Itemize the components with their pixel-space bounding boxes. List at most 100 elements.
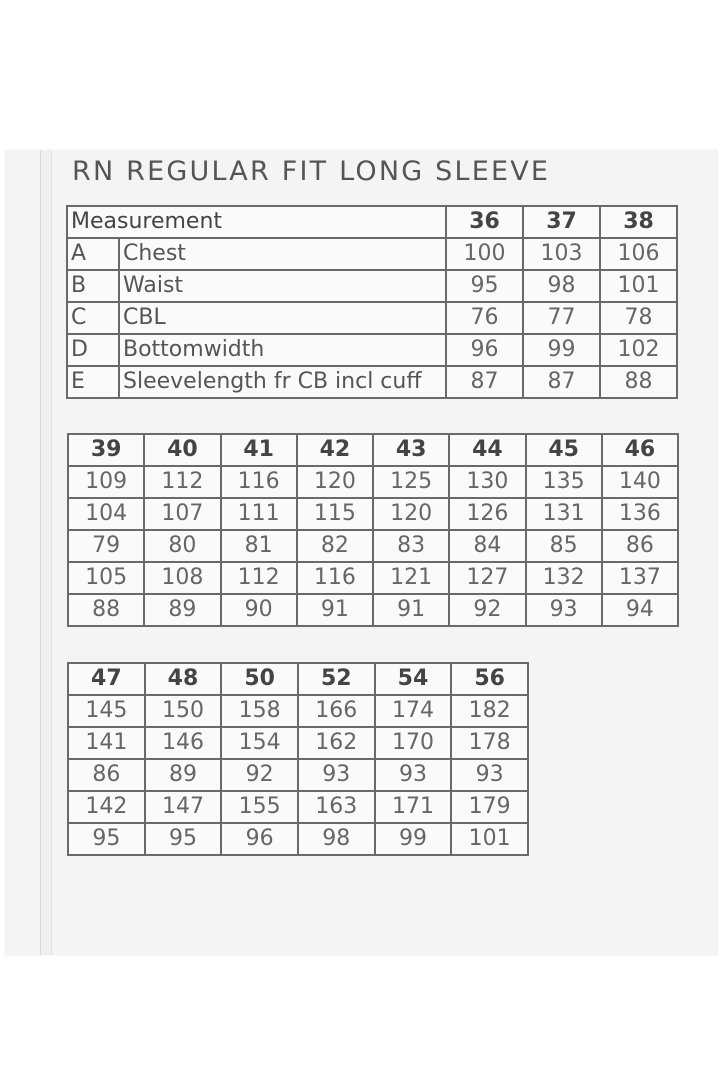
measurement-value: 178 (450, 726, 529, 760)
header-row: Measurement 36 37 38 (66, 205, 678, 239)
measurement-value: 137 (600, 561, 680, 595)
size-header: 46 (600, 433, 680, 467)
size-header: 37 (522, 205, 601, 239)
measurement-value: 76 (445, 301, 524, 335)
measurement-value: 82 (295, 529, 375, 563)
measurement-value: 112 (219, 561, 298, 595)
table-row: 79 80 81 82 83 84 85 86 (66, 529, 680, 563)
measurement-value: 101 (599, 269, 678, 303)
measurement-value: 158 (220, 694, 299, 728)
measurement-value: 89 (143, 758, 223, 792)
measurement-value: 78 (599, 301, 678, 335)
table-row: D Bottomwidth 96 99 102 (66, 333, 678, 367)
measurement-value: 88 (66, 593, 146, 627)
measurement-value: 101 (450, 822, 529, 856)
measurement-value: 79 (66, 529, 146, 563)
measurement-value: 142 (67, 790, 146, 824)
measurement-value: 136 (600, 497, 680, 531)
measurement-value: 93 (296, 758, 376, 792)
measurement-value: 85 (524, 529, 603, 563)
size-header: 56 (450, 662, 529, 696)
measurement-value: 89 (143, 593, 222, 627)
measurement-value: 146 (143, 726, 223, 760)
size-header: 38 (599, 205, 678, 239)
measurement-value: 96 (220, 822, 299, 856)
table-row: A Chest 100 103 106 (66, 237, 678, 271)
size-header: 43 (371, 433, 451, 467)
size-table-36-38: Measurement 36 37 38 A Chest 100 103 106 B Waist 95… (66, 205, 678, 399)
measurement-value: 102 (599, 333, 678, 367)
measurement-label: Waist (118, 269, 447, 303)
header-row: 47 48 50 52 54 56 (67, 662, 529, 696)
measurement-value: 132 (524, 561, 603, 595)
size-header: 45 (524, 433, 603, 467)
size-header: 40 (143, 433, 222, 467)
size-header: 48 (143, 662, 223, 696)
measurement-value: 87 (445, 365, 524, 399)
measurement-label: Chest (118, 237, 447, 271)
measurement-value: 84 (448, 529, 527, 563)
measurement-letter: B (66, 269, 120, 303)
measurement-letter: C (66, 301, 120, 335)
table-row: 88 89 90 91 91 92 93 94 (66, 593, 680, 627)
measurement-value: 140 (600, 465, 680, 499)
measurement-value: 91 (295, 593, 375, 627)
measurement-value: 116 (295, 561, 375, 595)
measurement-value: 95 (67, 822, 146, 856)
table-row: 142 147 155 163 171 179 (67, 790, 529, 824)
measurement-value: 111 (219, 497, 298, 531)
measurement-value: 174 (373, 694, 453, 728)
measurement-value: 99 (522, 333, 601, 367)
measurement-value: 171 (373, 790, 453, 824)
measurement-label: Bottomwidth (118, 333, 447, 367)
measurement-value: 120 (295, 465, 375, 499)
measurement-value: 116 (219, 465, 298, 499)
table-row: 145 150 158 166 174 182 (67, 694, 529, 728)
size-header: 47 (67, 662, 146, 696)
measurement-value: 90 (219, 593, 298, 627)
measurement-value: 93 (373, 758, 453, 792)
measurement-value: 95 (445, 269, 524, 303)
measurement-value: 162 (296, 726, 376, 760)
size-header: 44 (448, 433, 527, 467)
measurement-value: 130 (448, 465, 527, 499)
table-row: 109 112 116 120 125 130 135 140 (66, 465, 680, 499)
measurement-value: 83 (371, 529, 451, 563)
measurement-value: 150 (143, 694, 223, 728)
measurement-label: CBL (118, 301, 447, 335)
size-header: 42 (295, 433, 375, 467)
measurement-value: 120 (371, 497, 451, 531)
table-row: 104 107 111 115 120 126 131 136 (66, 497, 680, 531)
size-table-47-56: 47 48 50 52 54 56 145 150 158 166 174 182 141 146 154 1… (67, 662, 529, 856)
measurement-value: 108 (143, 561, 222, 595)
measurement-value: 98 (296, 822, 376, 856)
measurement-value: 98 (522, 269, 601, 303)
measurement-value: 104 (66, 497, 146, 531)
size-header: 54 (373, 662, 453, 696)
measurement-value: 127 (448, 561, 527, 595)
measurement-letter: A (66, 237, 120, 271)
measurement-value: 170 (373, 726, 453, 760)
measurement-value: 145 (67, 694, 146, 728)
measurement-value: 93 (524, 593, 603, 627)
measurement-value: 182 (450, 694, 529, 728)
measurement-value: 147 (143, 790, 223, 824)
measurement-value: 131 (524, 497, 603, 531)
measurement-value: 126 (448, 497, 527, 531)
measurement-value: 154 (220, 726, 299, 760)
chart-title: RN REGULAR FIT LONG SLEEVE (72, 156, 551, 187)
measurement-value: 81 (219, 529, 298, 563)
measurement-value: 179 (450, 790, 529, 824)
measurement-value: 93 (450, 758, 529, 792)
measurement-letter: D (66, 333, 120, 367)
measurement-value: 100 (445, 237, 524, 271)
measurement-value: 86 (600, 529, 680, 563)
measurement-value: 96 (445, 333, 524, 367)
measurement-value: 94 (600, 593, 680, 627)
size-header: 39 (66, 433, 146, 467)
measurement-value: 88 (599, 365, 678, 399)
header-row: 39 40 41 42 43 44 45 46 (66, 433, 680, 467)
measurement-value: 92 (448, 593, 527, 627)
measurement-value: 80 (143, 529, 222, 563)
label-fold-line (40, 150, 52, 955)
